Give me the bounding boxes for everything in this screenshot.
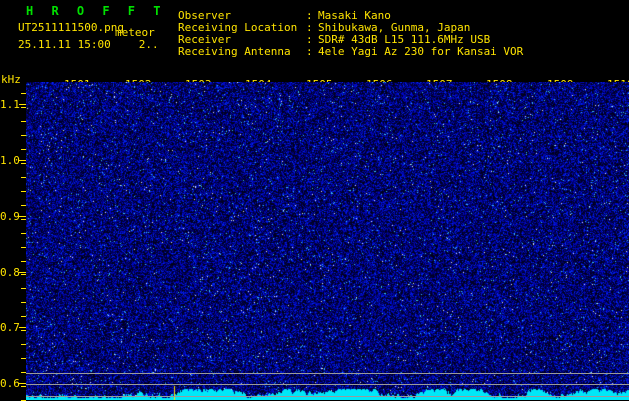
header-label-receiving-antenna: Receiving Antenna: [178, 45, 291, 58]
y-axis-tick-label: 1.1: [0, 98, 20, 111]
y-axis-minor-tick: [21, 177, 26, 178]
file-name: UT2511111500.png: [18, 21, 124, 34]
header-sep-2: :: [306, 33, 313, 46]
spectrogram-canvas: [26, 82, 629, 400]
header-value-receiver: SDR# 43dB L15 111.6MHz USB: [318, 33, 491, 46]
y-axis-tick: [19, 383, 26, 384]
reference-line: [26, 384, 629, 385]
spectrogram-plot: [26, 82, 629, 400]
y-axis-tick-label: 0.8: [0, 266, 20, 279]
file-timestamp: 25.11.11 15:00 2..: [18, 39, 159, 50]
y-axis-minor-tick: [21, 274, 26, 275]
spectrogram-noise-field: [26, 82, 629, 400]
y-axis-minor-tick: [21, 149, 26, 150]
y-axis-minor-tick: [21, 344, 26, 345]
y-axis-tick: [19, 104, 26, 105]
header-label-observer: Observer: [178, 9, 231, 22]
timestamp-value: 25.11.11 15:00: [18, 38, 111, 51]
y-axis-minor-tick: [21, 205, 26, 206]
y-axis-minor-tick: [21, 302, 26, 303]
header-label-receiver: Receiver: [178, 33, 231, 46]
y-axis-minor-tick: [21, 219, 26, 220]
y-axis-minor-tick: [21, 316, 26, 317]
header-label-receiving-location: Receiving Location: [178, 21, 298, 34]
y-axis-tick-label: 0.6: [0, 377, 20, 390]
reference-line: [26, 373, 629, 374]
timestamp-extra: 2..: [138, 38, 159, 51]
y-axis-minor-tick: [21, 261, 26, 262]
y-axis-minor-tick: [21, 372, 26, 373]
header-value-receiving-location: Shibukawa, Gunma, Japan: [318, 21, 471, 34]
header-value-observer: Masaki Kano: [318, 9, 391, 22]
reference-line: [26, 396, 629, 397]
y-axis-minor-tick: [21, 386, 26, 387]
y-axis-unit-label: kHz: [1, 73, 21, 86]
y-axis-minor-tick: [21, 107, 26, 108]
y-axis-tick-label: 0.9: [0, 210, 20, 223]
y-axis-tick-label: 0.7: [0, 321, 20, 334]
y-axis-minor-tick: [21, 135, 26, 136]
y-axis-tick-label: 1.0: [0, 154, 20, 167]
y-axis-minor-tick: [21, 163, 26, 164]
header-sep-1: :: [306, 21, 313, 34]
header-sep-0: :: [306, 9, 313, 22]
header-sep-3: :: [306, 45, 313, 58]
header-value-receiving-antenna: 4ele Yagi Az 230 for Kansai VOR: [318, 45, 524, 58]
y-axis-minor-tick: [21, 191, 26, 192]
y-axis-tick: [19, 327, 26, 328]
y-axis-tick: [19, 160, 26, 161]
app-title: H R O F F T: [26, 4, 166, 18]
y-axis-minor-tick: [21, 358, 26, 359]
y-axis-minor-tick: [21, 330, 26, 331]
y-axis-minor-tick: [21, 93, 26, 94]
y-axis-minor-tick: [21, 288, 26, 289]
file-overlay-label: meteor: [115, 26, 155, 39]
y-axis-minor-tick: [21, 233, 26, 234]
y-axis-tick: [19, 272, 26, 273]
y-axis-minor-tick: [21, 121, 26, 122]
y-axis-tick: [19, 216, 26, 217]
y-axis-minor-tick: [21, 247, 26, 248]
